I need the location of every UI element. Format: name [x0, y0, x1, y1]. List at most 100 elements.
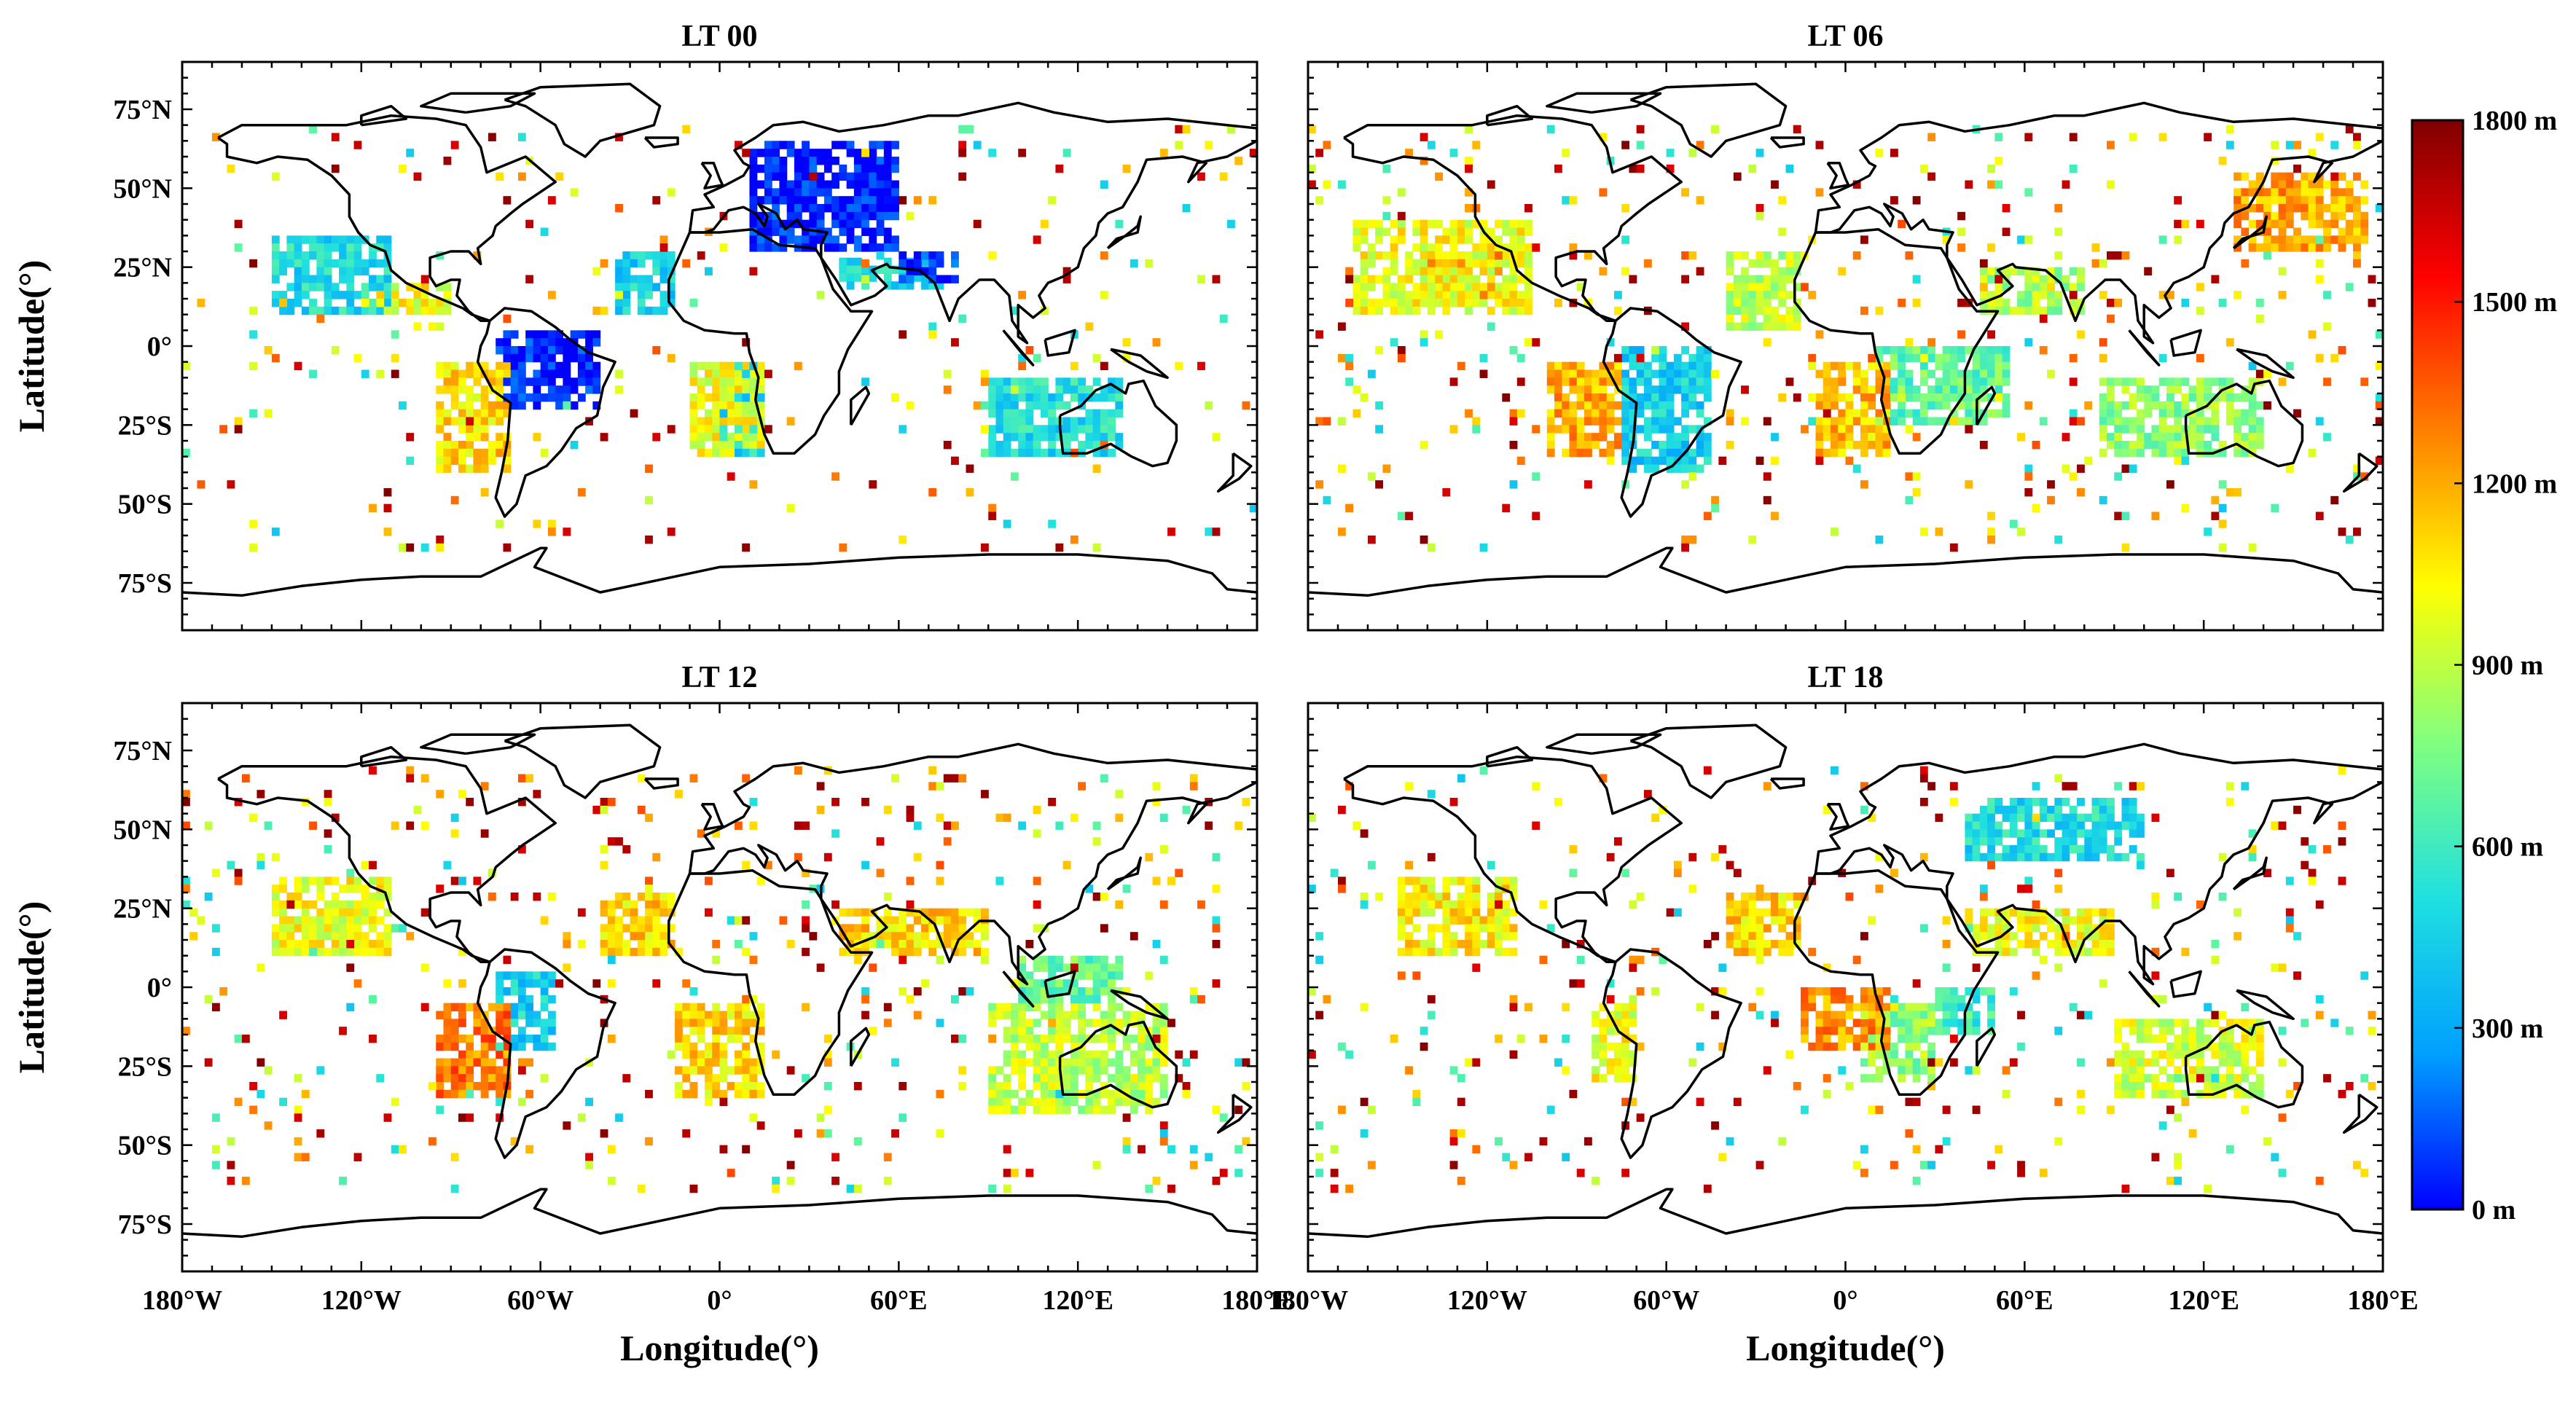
- data-cell: [1420, 536, 1428, 544]
- data-cell: [1197, 361, 1205, 371]
- x-tick-label: 120°E: [1042, 1285, 1113, 1316]
- data-cell: [264, 1121, 273, 1130]
- data-cell: [1979, 369, 1988, 378]
- data-cell: [2315, 275, 2324, 283]
- data-cell: [1919, 1058, 1928, 1067]
- data-cell: [1315, 196, 1324, 205]
- data-cell: [1397, 893, 1406, 901]
- data-cell: [1472, 893, 1481, 901]
- data-cell: [1606, 1066, 1615, 1075]
- data-cell: [211, 1113, 220, 1122]
- data-cell: [1055, 433, 1064, 442]
- data-cell: [1629, 361, 1637, 371]
- data-cell: [652, 267, 661, 276]
- data-cell: [2204, 528, 2212, 536]
- data-cell: [756, 1066, 765, 1075]
- data-cell: [1613, 1011, 1622, 1019]
- data-cell: [466, 385, 474, 394]
- data-cell: [816, 1129, 825, 1138]
- data-cell: [301, 932, 310, 941]
- data-cell: [1890, 377, 1898, 386]
- data-cell: [2234, 172, 2242, 181]
- data-cell: [1733, 322, 1742, 331]
- data-cell: [2107, 385, 2115, 394]
- data-cell: [1621, 1019, 1630, 1027]
- data-cell: [1055, 1050, 1064, 1059]
- data-cell: [1495, 940, 1503, 949]
- data-cell: [1427, 283, 1436, 291]
- data-cell: [2225, 385, 2234, 394]
- data-cell: [2211, 417, 2220, 425]
- data-cell: [1487, 916, 1495, 925]
- data-cell: [1130, 1089, 1138, 1099]
- data-cell: [1062, 1082, 1071, 1091]
- data-cell: [1427, 940, 1436, 949]
- coastline: [1044, 970, 1076, 998]
- data-cell: [853, 164, 862, 173]
- data-cell: [1599, 361, 1608, 371]
- data-cell: [182, 448, 190, 458]
- data-cell: [1599, 385, 1608, 394]
- data-cell: [458, 790, 466, 799]
- data-cell: [1197, 900, 1205, 909]
- data-cell: [1935, 393, 1943, 402]
- data-cell: [883, 227, 892, 236]
- data-cell: [346, 900, 355, 909]
- data-cell: [1898, 417, 1906, 425]
- data-cell: [1516, 227, 1525, 236]
- data-cell: [525, 1145, 534, 1154]
- coastline: [360, 745, 408, 768]
- data-cell: [697, 251, 705, 260]
- data-cell: [1651, 417, 1660, 425]
- data-cell: [839, 273, 847, 282]
- data-cell: [2196, 393, 2204, 402]
- data-cell: [2308, 172, 2317, 181]
- data-cell: [1018, 995, 1027, 1004]
- data-cell: [1569, 433, 1578, 442]
- data-cell: [2024, 464, 2033, 473]
- data-cell: [742, 1011, 751, 1019]
- data-cell: [503, 1089, 512, 1099]
- data-cell: [2047, 283, 2055, 291]
- data-cell: [1367, 275, 1376, 283]
- data-cell: [794, 157, 802, 165]
- data-cell: [294, 947, 302, 957]
- data-cell: [2278, 291, 2287, 299]
- data-cell: [2024, 306, 2033, 315]
- data-cell: [1629, 1011, 1637, 1019]
- data-cell: [1449, 243, 1458, 252]
- data-cell: [1875, 1027, 1884, 1035]
- data-cell: [1912, 353, 1921, 363]
- data-cell: [1703, 361, 1712, 371]
- data-cell: [301, 259, 310, 268]
- data-cell: [466, 417, 474, 425]
- data-cell: [2129, 393, 2137, 402]
- data-cell: [1108, 385, 1116, 394]
- data-cell: [600, 1129, 608, 1138]
- data-cell: [406, 774, 415, 783]
- data-cell: [1115, 971, 1124, 980]
- data-cell: [2077, 330, 2085, 339]
- data-cell: [1048, 798, 1057, 807]
- data-cell: [1145, 852, 1154, 862]
- data-cell: [734, 377, 743, 386]
- data-cell: [1524, 243, 1532, 252]
- data-cell: [906, 805, 915, 815]
- data-cell: [2151, 393, 2160, 402]
- data-cell: [988, 1097, 997, 1107]
- data-cell: [988, 433, 997, 442]
- data-cell: [540, 361, 549, 371]
- data-cell: [324, 306, 332, 315]
- data-cell: [1979, 393, 1988, 402]
- data-cell: [294, 924, 302, 933]
- data-cell: [2315, 259, 2324, 268]
- data-cell: [369, 876, 377, 885]
- data-cell: [324, 947, 332, 957]
- data-cell: [883, 924, 892, 933]
- data-cell: [1465, 900, 1473, 909]
- data-cell: [1345, 267, 1354, 276]
- data-cell: [271, 353, 280, 363]
- data-cell: [570, 401, 579, 410]
- data-cell: [2338, 188, 2346, 197]
- data-cell: [1182, 1058, 1191, 1067]
